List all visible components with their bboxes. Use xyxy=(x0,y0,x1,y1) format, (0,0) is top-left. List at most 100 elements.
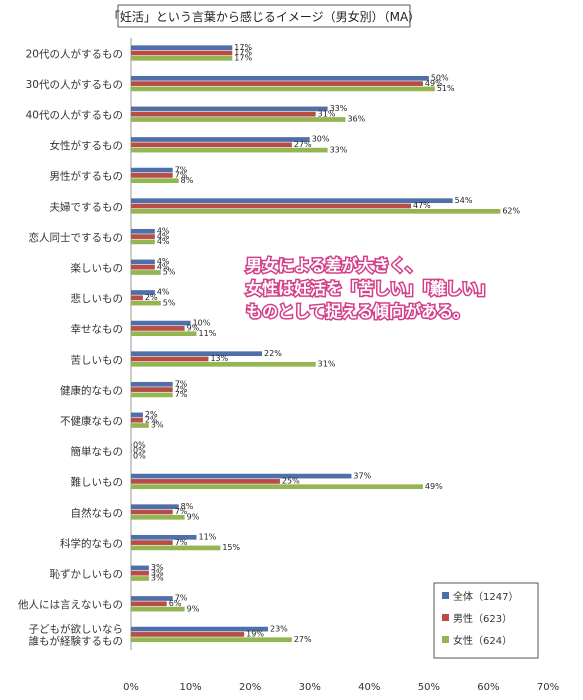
legend-swatch xyxy=(442,592,449,599)
annotation-line: ものとして捉える傾向がある。 xyxy=(246,302,469,321)
data-label: 0% xyxy=(133,451,146,460)
data-label: 7% xyxy=(175,507,188,516)
data-label: 11% xyxy=(199,329,217,338)
data-label: 13% xyxy=(210,354,228,363)
bar-female xyxy=(131,361,316,367)
data-label: 9% xyxy=(187,512,200,521)
data-label: 15% xyxy=(222,543,240,552)
data-label: 0% xyxy=(133,441,146,450)
category-label: 難しいもの xyxy=(71,476,124,489)
title-box xyxy=(117,4,411,28)
bar-total xyxy=(131,106,328,112)
bar-male xyxy=(131,81,423,86)
data-label: 36% xyxy=(347,115,365,124)
bar-female xyxy=(131,300,161,306)
annotation-line: 男女による差が大きく、 xyxy=(246,256,422,275)
data-label: 2% xyxy=(145,293,158,302)
data-label: 3% xyxy=(151,563,164,572)
category-label: 楽しいもの xyxy=(71,262,124,275)
data-label: 9% xyxy=(187,604,200,613)
data-label: 62% xyxy=(502,206,520,215)
data-label: 25% xyxy=(282,477,300,486)
bar-total xyxy=(131,473,352,479)
legend-label: 女性（624） xyxy=(453,634,512,647)
data-label: 7% xyxy=(175,165,188,174)
data-label: 27% xyxy=(294,635,312,644)
data-label: 27% xyxy=(294,140,312,149)
category-label: 苦しいもの xyxy=(71,353,124,366)
data-label: 33% xyxy=(330,104,348,113)
data-label: 4% xyxy=(157,262,170,271)
bar-female xyxy=(131,270,161,275)
bar-male xyxy=(131,417,143,423)
data-label: 7% xyxy=(175,171,188,180)
category-label: 夫婦でするもの xyxy=(50,201,124,213)
category-label: 幸せなもの xyxy=(71,324,124,336)
data-label: 30% xyxy=(312,135,330,144)
bar-female xyxy=(131,484,423,490)
bar-female xyxy=(131,392,173,398)
bar-male xyxy=(131,632,245,637)
x-tick-label: 10% xyxy=(179,682,201,693)
data-label: 33% xyxy=(330,145,348,154)
legend: 全体（1247） 男性（623） 女性（624） xyxy=(433,582,539,659)
bar-total xyxy=(131,290,155,295)
data-label: 47% xyxy=(413,201,431,210)
bar-male xyxy=(131,509,173,515)
data-label: 7% xyxy=(175,390,188,399)
data-label: 31% xyxy=(318,109,336,118)
bar-male xyxy=(131,326,185,331)
bar-male xyxy=(131,540,173,545)
bar-male xyxy=(131,50,233,56)
category-label: 科学的なもの xyxy=(60,537,123,550)
bar-male xyxy=(131,356,209,362)
category-label: 自然なもの xyxy=(71,506,124,519)
data-label: 22% xyxy=(264,349,282,358)
bar-total xyxy=(131,412,143,418)
category-label: 悲しいもの xyxy=(71,292,124,305)
data-label: 8% xyxy=(181,176,194,185)
data-label: 4% xyxy=(157,237,170,246)
bar-total xyxy=(131,534,197,540)
plot-area: 0% 10% 20% 30% 40% 50% 60% 70%20代の人がするもの17%17%1… xyxy=(18,38,559,693)
bar-female xyxy=(131,178,179,184)
legend-box xyxy=(433,582,539,659)
legend-swatch xyxy=(442,636,449,643)
bar-total xyxy=(131,381,173,387)
bar-female xyxy=(131,331,197,337)
data-label: 7% xyxy=(175,538,188,547)
bar-male xyxy=(131,173,173,178)
bar-total xyxy=(131,320,191,326)
category-label: 簡単なもの xyxy=(71,445,124,458)
bar-female xyxy=(131,208,501,214)
legend-swatch xyxy=(442,614,449,621)
bar-total xyxy=(131,198,453,204)
bar-male xyxy=(131,111,316,117)
annotation-text: 男女による差が大きく、女性は妊活を「苦しい」「難しい」ものとして捉える傾向がある… xyxy=(245,255,496,323)
data-label: 0% xyxy=(133,446,146,455)
bar-total xyxy=(131,596,173,601)
bar-female xyxy=(131,606,185,612)
data-label: 23% xyxy=(270,624,288,633)
data-label: 4% xyxy=(157,288,170,297)
data-label: 7% xyxy=(175,594,188,603)
x-tick-label: 20% xyxy=(239,682,261,693)
data-label: 4% xyxy=(157,226,170,235)
category-label: 不健康なもの xyxy=(60,415,123,428)
category-label: 子どもが欲しいなら誰もが経験するもの xyxy=(29,623,124,648)
bar-female xyxy=(131,55,233,61)
data-label: 10% xyxy=(193,318,211,327)
data-label: 11% xyxy=(199,532,217,541)
bar-female xyxy=(131,576,149,581)
data-label: 3% xyxy=(151,568,164,577)
bar-female xyxy=(131,545,221,551)
bar-total xyxy=(131,167,173,173)
category-label: 恋人同士でするもの xyxy=(29,231,124,244)
data-label: 17% xyxy=(234,43,252,52)
bar-male xyxy=(131,601,167,607)
category-label: 女性がするもの xyxy=(50,139,124,152)
x-tick-label: 50% xyxy=(418,682,440,693)
data-label: 17% xyxy=(234,48,252,57)
data-label: 5% xyxy=(163,268,176,277)
